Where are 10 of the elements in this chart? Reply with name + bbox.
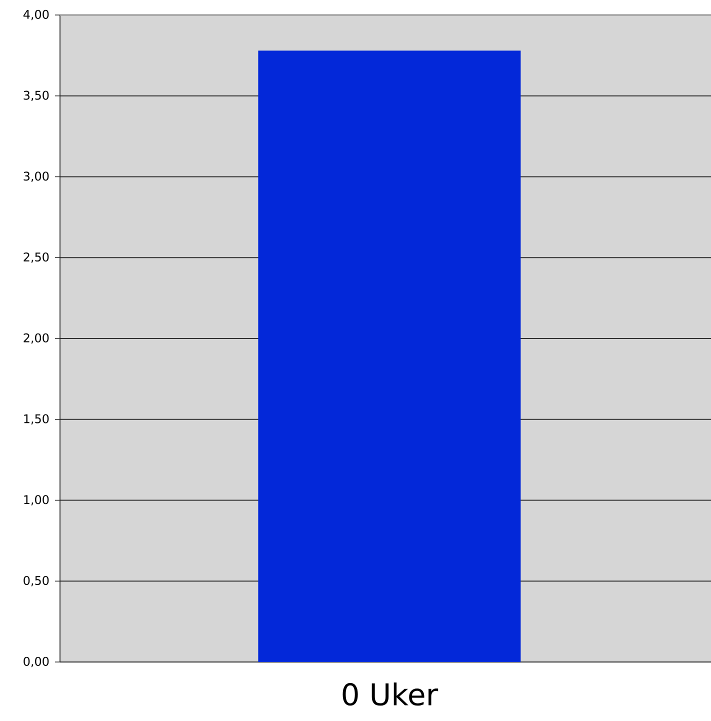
y-tick-label: 2,50 <box>24 252 49 263</box>
y-tick-label: 0,50 <box>24 576 49 586</box>
y-tick-label: 3,50 <box>24 90 49 101</box>
y-tick-label: 1,50 <box>24 414 49 425</box>
y-tick-label: 1,00 <box>24 495 49 506</box>
y-tick-label: 4,00 <box>23 10 49 20</box>
y-tick-label: 3,00 <box>24 172 49 182</box>
y-tick-label: 2,00 <box>24 333 49 344</box>
x-tick-label: 0 Uker <box>342 682 438 706</box>
y-tick-label: 0,00 <box>24 656 49 668</box>
